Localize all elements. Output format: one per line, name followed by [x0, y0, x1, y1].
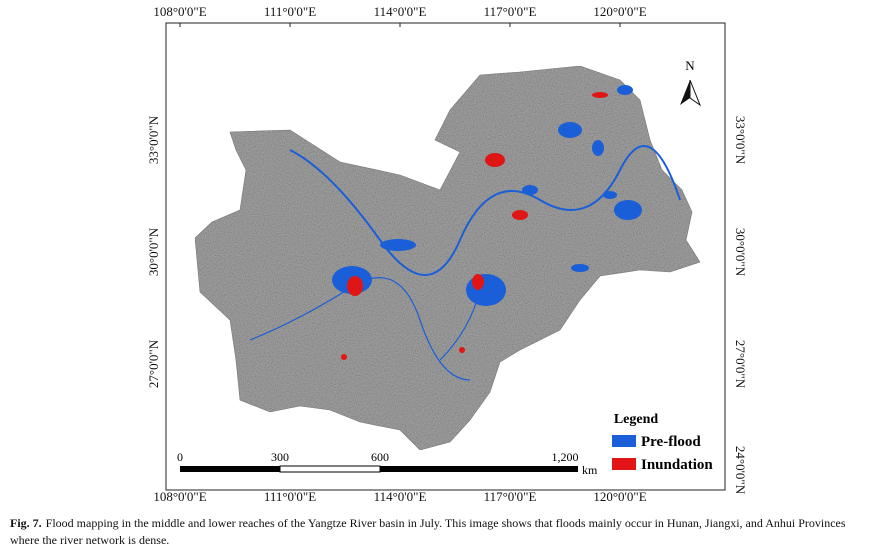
- scale-segment: [279, 465, 381, 473]
- lon-label: 108°0'0"E: [153, 489, 206, 504]
- lon-label: 120°0'0"E: [593, 4, 646, 19]
- scale-unit: km: [582, 463, 598, 477]
- lake: [614, 200, 642, 220]
- north-arrow: [680, 80, 690, 105]
- lon-label: 117°0'0"E: [484, 4, 537, 19]
- legend: Legend Pre-flood Inundation: [612, 412, 713, 473]
- scale-label: 0: [177, 450, 183, 464]
- scale-label: 1,200: [552, 450, 579, 464]
- caption: Fig. 7. Flood mapping in the middle and l…: [10, 515, 870, 549]
- legend-title: Legend: [614, 412, 659, 427]
- legend-swatch: [612, 458, 636, 470]
- river: [289, 145, 681, 276]
- scale-label: 600: [371, 450, 389, 464]
- legend-label: Pre-flood: [641, 434, 701, 450]
- lat-label: 33°0'0"N: [733, 116, 748, 165]
- lake: [603, 191, 617, 199]
- north-arrow: [689, 79, 702, 107]
- scale-segment: [380, 466, 578, 472]
- lake: [592, 140, 604, 156]
- lat-label: 27°0'0"N: [146, 339, 161, 388]
- lake: [522, 185, 538, 195]
- flood: [592, 92, 608, 98]
- river: [249, 277, 471, 381]
- lake: [571, 264, 589, 272]
- lake: [466, 274, 506, 306]
- lat-label: 30°0'0"N: [146, 227, 161, 276]
- lon-label: 120°0'0"E: [593, 489, 646, 504]
- lon-label: 114°0'0"E: [374, 489, 427, 504]
- flood: [347, 276, 363, 296]
- north-label: N: [685, 58, 695, 73]
- lake: [558, 122, 582, 138]
- lat-label: 30°0'0"N: [733, 228, 748, 277]
- scale-segment: [180, 466, 280, 472]
- caption-label: Fig. 7.: [10, 516, 42, 530]
- lon-label: 111°0'0"E: [264, 4, 316, 19]
- lon-label: 114°0'0"E: [374, 4, 427, 19]
- legend-swatch: [612, 435, 636, 447]
- caption-text: Flood mapping in the middle and lower re…: [10, 516, 846, 547]
- basin-area: [194, 65, 701, 451]
- lon-label: 117°0'0"E: [484, 489, 537, 504]
- lat-label: 33°0'0"N: [146, 115, 161, 164]
- map-figure: 108°0'0"E 108°0'0"E 111°0'0"E 111°0'0"E 114°…: [146, 4, 748, 504]
- lon-label: 111°0'0"E: [264, 489, 316, 504]
- flood: [485, 153, 505, 167]
- legend-label: Inundation: [641, 457, 713, 473]
- lake: [617, 85, 633, 95]
- scale-label: 300: [271, 450, 289, 464]
- inundation: [341, 92, 608, 360]
- flood: [472, 274, 484, 290]
- lat-label: 27°0'0"N: [733, 340, 748, 389]
- coordinate-labels: 108°0'0"E 108°0'0"E 111°0'0"E 111°0'0"E 114°…: [146, 4, 748, 504]
- lake: [380, 239, 416, 251]
- flood: [341, 354, 347, 360]
- lon-label: 108°0'0"E: [153, 4, 206, 19]
- flood: [512, 210, 528, 220]
- lat-label: 24°0'0"N: [733, 446, 748, 495]
- flood: [459, 347, 465, 353]
